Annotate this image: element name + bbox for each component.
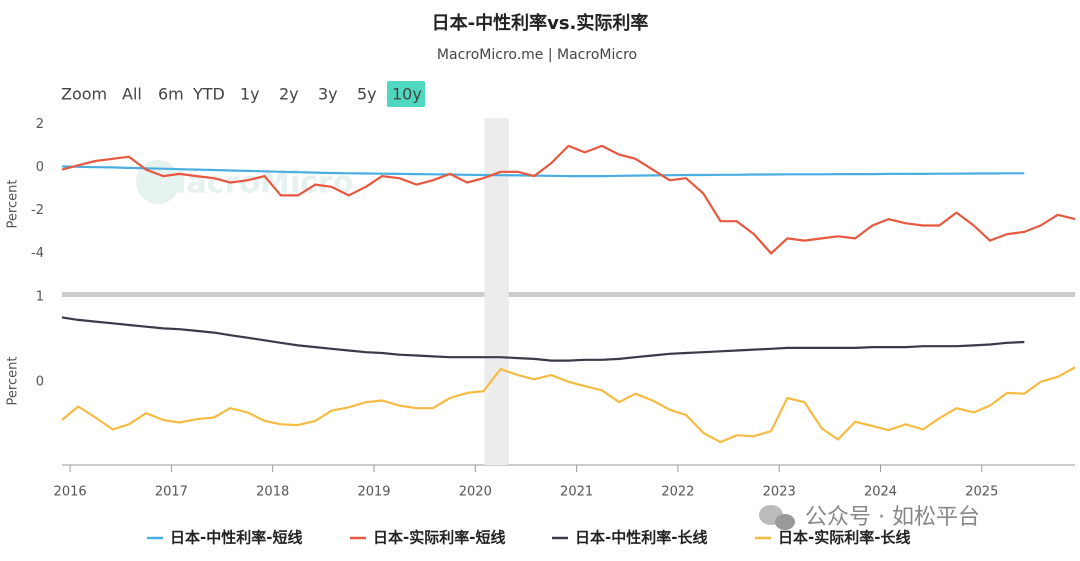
legend-label: 日本-实际利率-长线 [778,529,910,547]
range-button-label: YTD [192,85,225,104]
range-button[interactable]: 1y [240,85,260,104]
y-tick-label: 0 [36,374,44,389]
x-tick-label: 2020 [459,485,492,500]
range-button-label: All [122,85,142,104]
pane-divider [62,292,1075,297]
series-line [61,316,1025,362]
range-button[interactable]: 2y [279,85,299,104]
x-tick-label: 2017 [155,485,188,500]
x-tick-label: 2019 [357,485,390,500]
x-tick-label: 2018 [256,485,289,500]
range-button-label: 1y [240,85,260,104]
legend-label: 日本-中性利率-短线 [170,529,302,547]
legend-item[interactable]: 日本-实际利率-短线 [350,529,505,547]
x-tick-label: 2024 [864,485,897,500]
legend-item[interactable]: 日本-中性利率-长线 [552,529,707,547]
range-button-label: 10y [392,85,422,104]
y-tick-label: -4 [31,246,44,261]
y-axis-title: Percent [6,357,21,406]
series-line [61,144,1076,255]
legend-label: 日本-中性利率-长线 [575,529,707,547]
highlight-band [484,290,509,465]
series-line [61,165,1025,178]
range-button[interactable]: 6m [158,85,184,104]
zoom-label: Zoom [61,85,107,104]
range-button[interactable]: 3y [318,85,338,104]
range-button-bg [387,81,425,107]
range-button-label: 3y [318,85,338,104]
range-button[interactable]: 10y [387,81,425,107]
range-button[interactable]: All [122,85,142,104]
highlight-band [484,118,509,292]
legend-label: 日本-实际利率-短线 [373,529,505,547]
y-tick-label: -2 [31,203,44,218]
y-tick-label: 1 [36,290,44,305]
range-button[interactable]: YTD [192,85,225,104]
legend-item[interactable]: 日本-实际利率-长线 [755,529,910,547]
x-tick-label: 2025 [965,485,998,500]
range-button[interactable]: 5y [357,85,377,104]
range-button-label: 5y [357,85,377,104]
legend-item[interactable]: 日本-中性利率-短线 [147,529,302,547]
range-button-label: 6m [158,85,184,104]
x-tick-label: 2021 [560,485,593,500]
y-axis-title: Percent [6,180,21,229]
wechat-icon [759,505,795,530]
x-tick-label: 2016 [54,485,87,500]
x-tick-label: 2022 [661,485,694,500]
range-button-label: 2y [279,85,299,104]
chart-subtitle: MacroMicro.me | MacroMicro [437,47,637,63]
source-watermark: 公众号 · 如松平台 [805,505,980,530]
series-line [61,366,1076,444]
chart-title: 日本-中性利率vs.实际利率 [432,12,649,34]
x-tick-label: 2023 [763,485,796,500]
y-tick-label: 2 [36,117,44,132]
y-tick-label: 0 [36,160,44,175]
